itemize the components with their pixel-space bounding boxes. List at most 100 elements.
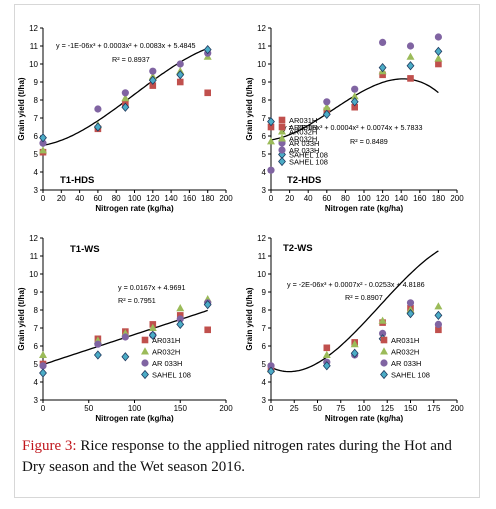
x-tick-label: 125	[381, 404, 395, 413]
y-tick-label: 5	[34, 360, 39, 369]
trend-r2: R² = 0.8489	[350, 137, 388, 146]
legend-marker-circle	[141, 359, 149, 367]
y-axis-label: Grain yield (t/ha)	[17, 77, 26, 140]
point-diamond	[322, 361, 331, 371]
y-tick-label: 8	[34, 306, 39, 315]
x-tick-label: 200	[450, 404, 464, 413]
point-diamond	[434, 310, 443, 321]
point-square	[204, 89, 211, 97]
x-tick-label: 140	[164, 194, 178, 203]
x-tick-label: 50	[313, 404, 322, 413]
legend-label: AR 033H	[152, 359, 182, 368]
y-tick-label: 11	[30, 252, 39, 261]
x-tick-label: 100	[357, 194, 371, 203]
point-diamond	[148, 75, 157, 85]
point-square	[204, 326, 211, 334]
legend-marker-circle	[380, 359, 388, 367]
y-tick-label: 10	[29, 270, 38, 279]
chart-panel-4: 3 4 5 6 7 8 9 10 11 12 0 25 50 75 100 125 150 175 200 Nitro…	[245, 234, 464, 423]
trend-line	[270, 250, 439, 373]
point-diamond	[121, 102, 130, 112]
x-tick-label: 100	[357, 404, 371, 413]
point-diamond	[121, 352, 130, 362]
point-circle	[267, 166, 275, 174]
x-tick-label: 0	[41, 194, 46, 203]
chart-title: T2-HDS	[287, 175, 321, 186]
x-tick-label: 0	[41, 404, 46, 413]
point-diamond	[148, 330, 157, 340]
legend-label: SAHEL 108	[289, 158, 328, 167]
y-tick-label: 8	[262, 96, 267, 105]
y-tick-label: 4	[262, 168, 267, 177]
trend-r2: R² = 0.8907	[345, 293, 383, 302]
point-triangle	[322, 350, 331, 358]
y-tick-label: 4	[34, 378, 39, 387]
x-tick-label: 80	[341, 194, 350, 203]
point-triangle	[350, 92, 359, 100]
x-tick-label: 75	[336, 404, 345, 413]
point-square	[323, 344, 331, 352]
y-tick-label: 8	[262, 306, 267, 315]
point-circle	[94, 340, 102, 348]
trend-r2: R² = 0.7951	[118, 296, 156, 305]
point-square	[435, 60, 442, 68]
legend-marker-circle	[278, 146, 286, 154]
y-tick-label: 6	[34, 342, 39, 351]
y-tick-label: 3	[262, 396, 267, 405]
point-circle	[121, 333, 129, 341]
y-tick-label: 6	[262, 342, 267, 351]
legend-marker-triangle	[278, 134, 286, 142]
legend-marker-diamond	[278, 156, 286, 167]
point-triangle	[39, 146, 47, 154]
x-axis-label: Nitrogen rate (kg/ha)	[95, 414, 174, 423]
point-square	[407, 75, 414, 82]
legend-label: SAHEL 108	[152, 371, 191, 380]
x-tick-label: 150	[404, 404, 418, 413]
x-tick-label: 200	[450, 194, 464, 203]
x-tick-label: 0	[269, 404, 274, 413]
y-tick-label: 3	[262, 186, 267, 195]
chart-title: T1-HDS	[60, 175, 94, 186]
legend-marker-triangle	[380, 347, 388, 355]
x-tick-label: 160	[413, 194, 427, 203]
x-axis-label: Nitrogen rate (kg/ha)	[95, 204, 174, 213]
y-tick-label: 6	[262, 132, 267, 141]
y-tick-label: 9	[34, 78, 39, 87]
legend-label: AR032H	[289, 128, 317, 137]
point-triangle	[267, 137, 275, 145]
legend-label: AR 033H	[289, 139, 319, 148]
legend-label: AR031H	[152, 336, 180, 345]
legend-label: SAHEL 108	[289, 151, 328, 160]
point-triangle	[434, 302, 443, 310]
y-tick-label: 7	[262, 114, 267, 123]
trend-r2: R² = 0.8937	[112, 55, 150, 64]
point-triangle	[378, 316, 387, 324]
legend-marker-square	[278, 123, 286, 131]
y-tick-label: 9	[34, 288, 39, 297]
point-diamond	[267, 366, 275, 376]
figure-frame	[14, 4, 480, 498]
y-tick-label: 9	[262, 78, 267, 87]
x-tick-label: 20	[285, 194, 294, 203]
legend-label: AR031H	[289, 116, 317, 125]
point-triangle	[350, 340, 359, 348]
point-diamond	[39, 368, 47, 378]
x-tick-label: 50	[84, 404, 93, 413]
legend-marker-square	[141, 336, 149, 344]
x-tick-label: 40	[304, 194, 313, 203]
y-tick-label: 10	[29, 60, 38, 69]
y-tick-label: 5	[34, 150, 39, 159]
x-tick-label: 20	[57, 194, 66, 203]
point-diamond	[406, 61, 415, 71]
point-diamond	[93, 350, 102, 360]
point-diamond	[176, 319, 185, 330]
point-triangle	[148, 323, 157, 331]
trend-equation: y = -2E-06x³ + 0.0004x² + 0.0074x + 5.78…	[283, 123, 422, 132]
point-circle	[379, 38, 387, 47]
x-tick-label: 100	[128, 194, 142, 203]
point-circle	[176, 60, 184, 68]
y-tick-label: 10	[257, 270, 266, 279]
x-tick-label: 180	[432, 194, 446, 203]
